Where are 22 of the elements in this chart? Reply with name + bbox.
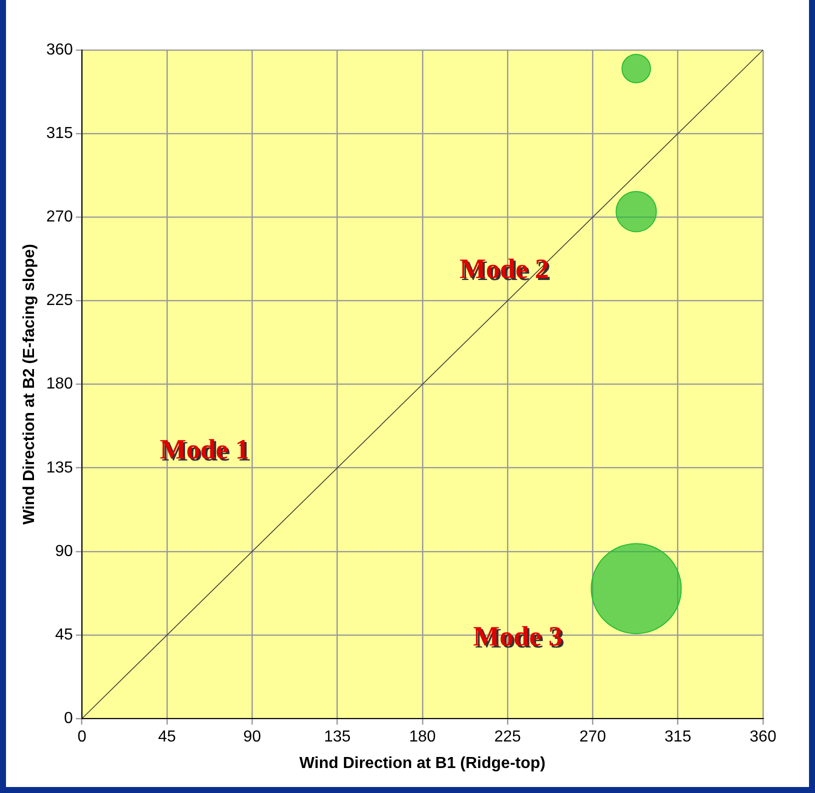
x-axis-title: Wind Direction at B1 (Ridge-top) bbox=[299, 754, 546, 772]
x-tick-label: 90 bbox=[243, 728, 262, 746]
annotation: Mode 3 bbox=[475, 624, 565, 655]
annotation: Mode 1 bbox=[162, 436, 252, 468]
x-tick-label: 0 bbox=[77, 728, 86, 746]
y-tick-label: 0 bbox=[64, 710, 73, 728]
x-tick-label: 45 bbox=[158, 728, 176, 746]
y-tick-label: 360 bbox=[46, 41, 73, 58]
x-tick-label: 225 bbox=[494, 728, 522, 746]
y-axis-title: Wind Direction at B2 (E-facing slope) bbox=[21, 244, 38, 525]
y-tick-label: 90 bbox=[55, 542, 73, 560]
y-tick-label: 270 bbox=[46, 208, 73, 226]
x-tick-label: 270 bbox=[579, 728, 606, 746]
x-tick-label: 135 bbox=[324, 728, 351, 746]
y-tick-label: 180 bbox=[46, 376, 73, 393]
x-tick-label: 180 bbox=[409, 728, 436, 746]
y-tick-label: 315 bbox=[46, 124, 73, 142]
y-tick-label: 135 bbox=[46, 459, 73, 476]
y-tick-label: 45 bbox=[55, 626, 73, 644]
x-tick-label: 315 bbox=[664, 728, 692, 746]
y-tick-label: 225 bbox=[46, 292, 73, 310]
x-tick-label: 360 bbox=[750, 728, 776, 746]
